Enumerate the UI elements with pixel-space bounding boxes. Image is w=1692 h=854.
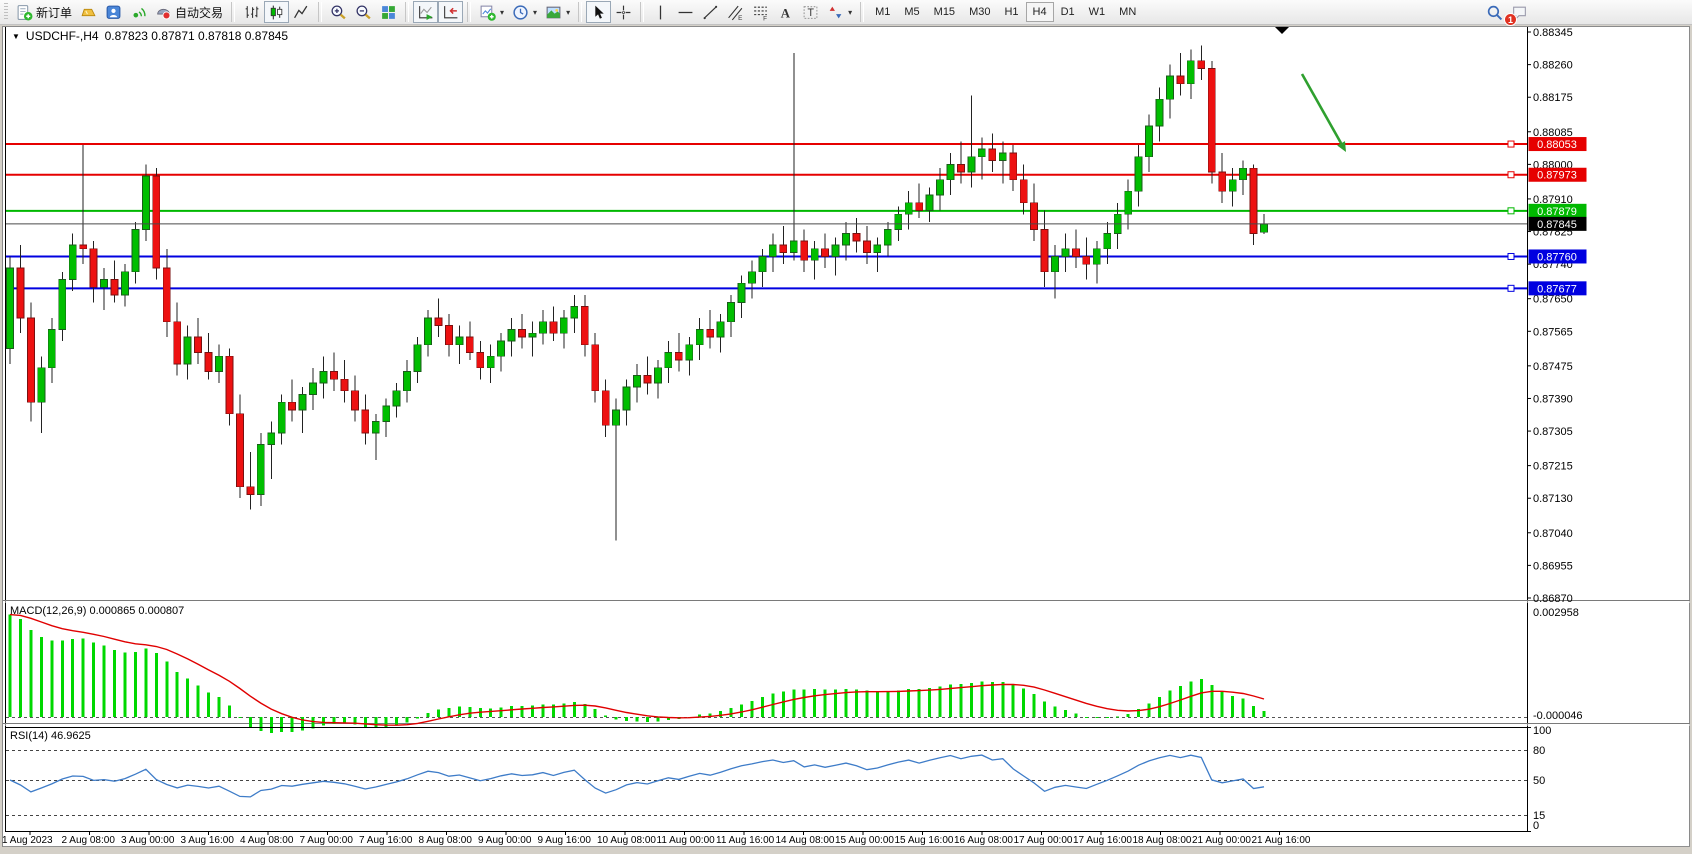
vertical-line-icon xyxy=(659,5,662,19)
timeframe-M1[interactable]: M1 xyxy=(868,2,897,22)
fibonacci-icon: F xyxy=(754,6,767,21)
svg-text:E: E xyxy=(738,14,742,20)
chart-shift-button[interactable] xyxy=(438,1,464,23)
new-chart-button[interactable]: ▾ xyxy=(475,1,508,23)
timeframe-M5[interactable]: M5 xyxy=(897,2,926,22)
svg-text:T: T xyxy=(808,7,815,19)
chevron-down-icon: ▾ xyxy=(848,7,853,17)
svg-text:A: A xyxy=(781,6,791,20)
chart-shift-icon xyxy=(444,5,458,18)
gold-ingot-icon xyxy=(81,8,96,16)
clock-icon xyxy=(513,4,528,20)
timeframe-M15[interactable]: M15 xyxy=(927,2,962,22)
toolbar-separator xyxy=(860,2,865,22)
chart-title: ▼ USDCHF-,H4 0.87823 0.87871 0.87818 0.8… xyxy=(12,29,288,43)
chart-menu-caret-icon[interactable]: ▼ xyxy=(12,31,20,41)
toolbar-separator xyxy=(578,2,583,22)
community-button[interactable] xyxy=(101,1,126,23)
crosshair-icon xyxy=(616,5,631,19)
rsi-indicator-label: RSI(14) 46.9625 xyxy=(10,730,91,742)
search-icon xyxy=(1487,5,1503,20)
text-label-icon: T xyxy=(803,5,818,19)
toolbar-separator xyxy=(318,2,323,22)
auto-scroll-icon xyxy=(419,5,433,20)
chevron-down-icon: ▾ xyxy=(533,7,538,17)
zoom-out-button[interactable] xyxy=(351,1,376,23)
toolbar-separator xyxy=(405,2,410,22)
chart-ohlc-values: 0.87823 0.87871 0.87818 0.87845 xyxy=(104,29,289,43)
autotrading-icon xyxy=(157,8,171,19)
horizontal-line-button[interactable] xyxy=(673,1,698,23)
svg-text:F: F xyxy=(763,15,767,21)
new-order-icon xyxy=(17,4,33,20)
auto-scroll-button[interactable] xyxy=(413,1,439,23)
deposit-button[interactable] xyxy=(76,1,101,23)
timeframe-M30[interactable]: M30 xyxy=(962,2,997,22)
zoom-out-icon xyxy=(356,4,371,19)
arrows-icon xyxy=(829,6,842,18)
timeframe-toolbar: M1 M5 M15 M30 H1 H4 D1 W1 MN xyxy=(868,2,1143,22)
toolbar-grip[interactable] xyxy=(4,3,8,21)
chevron-down-icon: ▾ xyxy=(566,7,571,17)
chart-window[interactable] xyxy=(2,26,1690,847)
tile-windows-icon xyxy=(382,5,395,19)
text-label-button[interactable]: T xyxy=(798,1,823,23)
equidistant-channel-button[interactable]: E xyxy=(723,1,748,23)
trendline-icon xyxy=(703,5,718,19)
timeframe-H4[interactable]: H4 xyxy=(1025,2,1054,22)
line-chart-icon xyxy=(294,5,308,18)
ohlc-bars-icon xyxy=(245,5,259,18)
toolbar-separator xyxy=(231,2,236,22)
crosshair-button[interactable] xyxy=(611,1,636,23)
autotrading-label: 自动交易 xyxy=(175,5,224,20)
cursor-icon xyxy=(595,5,604,19)
candlestick-icon xyxy=(270,5,283,19)
search-button[interactable] xyxy=(1482,1,1507,23)
timeframe-D1[interactable]: D1 xyxy=(1054,2,1082,22)
main-toolbar: 新订单 自动交易 ▾ ▾ xyxy=(0,0,1692,26)
autotrading-button[interactable]: 自动交易 xyxy=(151,1,227,23)
text-icon: A xyxy=(781,6,791,20)
equidistant-channel-icon: E xyxy=(728,5,742,21)
zoom-in-icon xyxy=(331,4,346,19)
template-image-icon xyxy=(546,6,561,18)
timeframe-MN[interactable]: MN xyxy=(1112,2,1143,22)
new-chart-icon xyxy=(480,5,496,21)
toolbar-separator xyxy=(467,2,472,22)
arrows-button[interactable]: ▾ xyxy=(823,1,856,23)
chart-symbol-period: USDCHF-,H4 xyxy=(25,29,99,43)
vertical-line-button[interactable] xyxy=(648,1,673,23)
new-order-label: 新订单 xyxy=(36,5,73,20)
chevron-down-icon: ▾ xyxy=(500,7,505,17)
zoom-in-button[interactable] xyxy=(326,1,351,23)
notification-badge[interactable]: 1 xyxy=(1504,13,1517,26)
new-order-button[interactable]: 新订单 xyxy=(12,1,76,23)
text-button[interactable]: A xyxy=(773,1,798,23)
candlestick-chart-button[interactable] xyxy=(264,1,290,23)
line-chart-button[interactable] xyxy=(289,1,314,23)
signal-icon xyxy=(133,7,146,17)
trendline-button[interactable] xyxy=(698,1,723,23)
periods-button[interactable]: ▾ xyxy=(508,1,541,23)
timeframe-W1[interactable]: W1 xyxy=(1082,2,1113,22)
fibonacci-button[interactable]: F xyxy=(748,1,773,23)
signals-button[interactable] xyxy=(126,1,151,23)
timeframe-H1[interactable]: H1 xyxy=(997,2,1025,22)
horizontal-line-icon xyxy=(678,11,693,13)
macd-indicator-label: MACD(12,26,9) 0.000865 0.000807 xyxy=(10,605,185,617)
templates-button[interactable]: ▾ xyxy=(541,1,574,23)
bar-chart-button[interactable] xyxy=(239,1,264,23)
tile-windows-button[interactable] xyxy=(376,1,401,23)
cursor-button[interactable] xyxy=(586,1,612,23)
community-icon xyxy=(106,5,121,19)
toolbar-separator xyxy=(640,2,645,22)
